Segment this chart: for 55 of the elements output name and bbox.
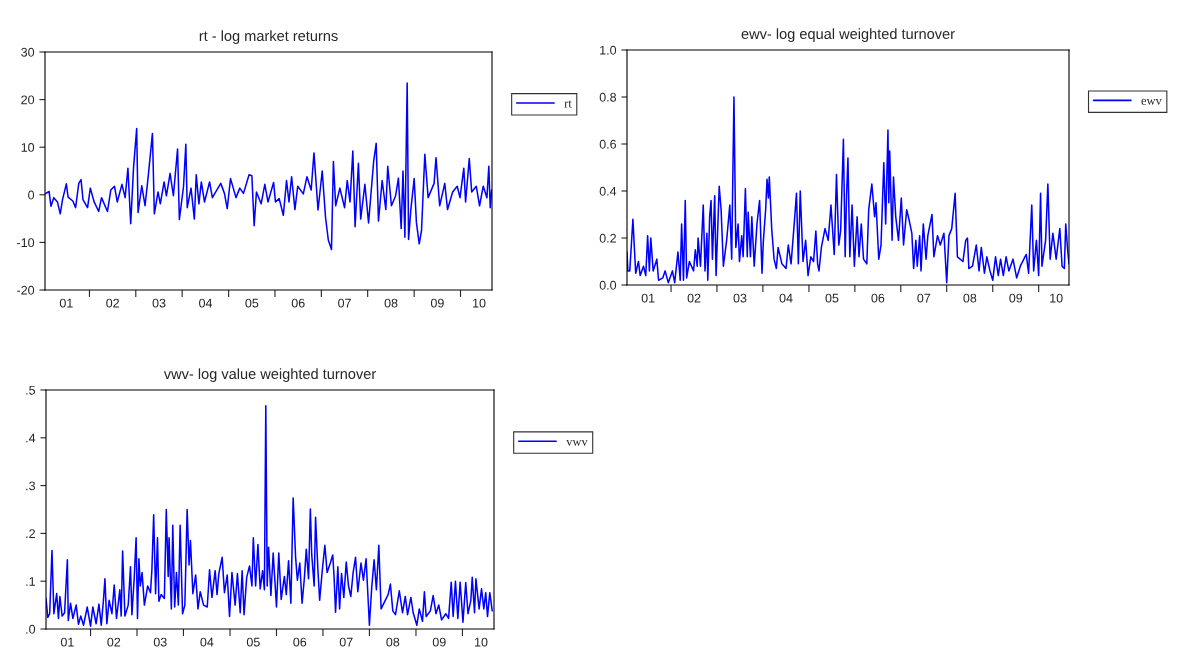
y-tick-label: -10 <box>17 238 35 248</box>
y-tick-label: -20 <box>17 285 35 295</box>
line-series <box>45 82 492 251</box>
y-tick-label: .0 <box>26 624 36 634</box>
x-tick-label: 03 <box>153 637 167 647</box>
y-tick-label: .1 <box>26 577 35 586</box>
y-tick-label: 0.8 <box>599 92 617 102</box>
x-tick-label: 01 <box>60 637 74 647</box>
y-tick-label: 0.2 <box>599 233 616 243</box>
chart-title: vwv- log value weighted turnover <box>163 368 376 382</box>
y-tick-label: .4 <box>26 433 36 443</box>
x-tick-label: 03 <box>733 293 747 303</box>
y-tick-label: 1.0 <box>600 45 617 55</box>
x-tick-label: 05 <box>245 298 259 308</box>
x-tick-label: 10 <box>473 298 486 308</box>
x-tick-label: 08 <box>963 293 977 303</box>
x-tick-label: 06 <box>291 298 305 308</box>
x-tick-label: 07 <box>339 637 353 647</box>
x-tick-label: 09 <box>432 637 446 647</box>
x-tick-label: 04 <box>779 293 793 303</box>
legend-label: rt <box>564 100 572 108</box>
y-tick-label: 0.4 <box>599 186 617 196</box>
x-tick-label: 02 <box>107 637 121 647</box>
legend-label: vwv <box>566 439 588 446</box>
legend-label: ewv <box>1141 98 1162 105</box>
x-tick-label: 06 <box>871 293 885 303</box>
x-tick-label: 07 <box>338 298 351 308</box>
x-tick-label: 01 <box>59 298 73 308</box>
x-tick-label: 06 <box>293 637 307 647</box>
y-tick-label: 0.6 <box>599 139 617 149</box>
x-tick-label: 04 <box>199 298 213 308</box>
x-tick-label: 10 <box>1050 293 1063 303</box>
x-tick-label: 09 <box>1009 293 1023 303</box>
x-tick-label: 07 <box>917 293 931 303</box>
x-tick-label: 09 <box>430 298 444 308</box>
y-tick-label: 30 <box>21 47 35 57</box>
y-tick-label: 10 <box>21 143 35 152</box>
y-tick-label: 0 <box>28 190 35 200</box>
x-tick-label: 05 <box>246 637 260 647</box>
x-tick-label: 05 <box>825 293 839 303</box>
x-tick-label: 08 <box>386 637 400 647</box>
y-tick-label: .3 <box>26 481 36 491</box>
x-tick-label: 04 <box>200 637 214 647</box>
y-tick-label: .2 <box>26 529 35 538</box>
x-tick-label: 02 <box>687 293 701 303</box>
y-tick-label: 0.0 <box>599 280 617 290</box>
x-tick-label: 02 <box>106 298 120 308</box>
x-tick-label: 10 <box>475 637 488 647</box>
y-tick-label: 20 <box>21 95 35 105</box>
x-tick-label: 03 <box>152 298 166 308</box>
x-tick-label: 01 <box>641 293 655 303</box>
chart-title: rt - log market returns <box>199 30 338 44</box>
x-tick-label: 08 <box>384 298 398 308</box>
y-tick-label: .5 <box>26 385 36 395</box>
chart-title: ewv- log equal weighted turnover <box>741 28 955 42</box>
